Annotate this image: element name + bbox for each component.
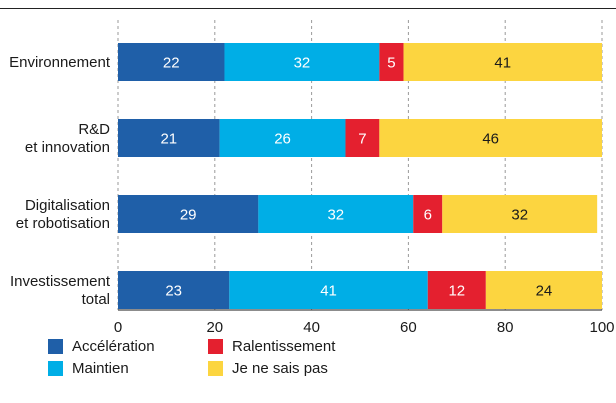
legend-label: Ralentissement bbox=[232, 337, 336, 355]
bar-segment bbox=[442, 195, 598, 233]
x-tick-label: 80 bbox=[497, 319, 514, 336]
legend-swatch bbox=[208, 360, 223, 376]
data-label: 23 bbox=[165, 283, 182, 300]
bar-segment bbox=[345, 119, 380, 157]
bar-segment bbox=[219, 119, 346, 157]
data-label: 5 bbox=[387, 55, 395, 72]
data-label: 6 bbox=[424, 207, 432, 224]
bar-segment bbox=[224, 43, 380, 81]
bar-segment bbox=[427, 271, 486, 309]
bar-segment bbox=[258, 195, 414, 233]
category-label: Digitalisation bbox=[25, 197, 110, 214]
data-label: 41 bbox=[494, 55, 511, 72]
x-tick-label: 40 bbox=[303, 319, 320, 336]
x-tick-label: 60 bbox=[400, 319, 417, 336]
legend-swatch bbox=[208, 338, 223, 354]
bar-segment bbox=[118, 119, 220, 157]
bar-segment bbox=[379, 119, 602, 157]
data-label: 24 bbox=[536, 283, 553, 300]
legend-swatch bbox=[48, 338, 63, 354]
bar-segment bbox=[379, 43, 404, 81]
bar-segment bbox=[118, 271, 230, 309]
data-label: 26 bbox=[274, 131, 291, 148]
legend-label: Accélération bbox=[72, 337, 155, 355]
legend-swatch bbox=[48, 360, 63, 376]
legend-label: Je ne sais pas bbox=[232, 359, 328, 377]
legend: Accélération Ralentissement Maintien Je … bbox=[48, 336, 368, 392]
x-tick-label: 0 bbox=[114, 319, 122, 336]
legend-item-ralentissement: Ralentissement bbox=[208, 336, 335, 356]
bar-segment bbox=[229, 271, 428, 309]
category-label: et robotisation bbox=[16, 215, 110, 232]
bar-segment bbox=[413, 195, 443, 233]
legend-item-acceleration: Accélération bbox=[48, 336, 155, 356]
bar-segment bbox=[118, 43, 225, 81]
data-label: 12 bbox=[448, 283, 465, 300]
data-label: 46 bbox=[482, 131, 499, 148]
bar-segment bbox=[403, 43, 602, 81]
bar-segment bbox=[118, 195, 259, 233]
x-tick-label: 100 bbox=[589, 319, 614, 336]
category-label: et innovation bbox=[25, 139, 110, 156]
bars: 22 32 5 41 21 26 7 46 29 32 6 32 23 41 12 24 bbox=[118, 43, 602, 309]
legend-label: Maintien bbox=[72, 359, 129, 377]
x-axis: 0 20 40 60 80 100 bbox=[114, 309, 615, 336]
data-label: 21 bbox=[160, 131, 177, 148]
data-label: 22 bbox=[163, 55, 180, 72]
category-label: total bbox=[82, 291, 110, 308]
data-label: 32 bbox=[511, 207, 528, 224]
category-labels: Environnement R&Det innovation Digitalisat… bbox=[9, 54, 111, 308]
legend-item-maintien: Maintien bbox=[48, 358, 129, 378]
category-label: R&D bbox=[78, 121, 110, 138]
data-label: 41 bbox=[320, 283, 337, 300]
category-label: Investissement bbox=[10, 273, 111, 290]
x-tick-label: 20 bbox=[206, 319, 223, 336]
data-label: 7 bbox=[358, 131, 366, 148]
bar-segment bbox=[485, 271, 602, 309]
data-label: 32 bbox=[327, 207, 344, 224]
data-label: 29 bbox=[180, 207, 197, 224]
data-label: 32 bbox=[294, 55, 311, 72]
legend-item-je-ne-sais-pas: Je ne sais pas bbox=[208, 358, 328, 378]
category-label: Environnement bbox=[9, 54, 111, 71]
